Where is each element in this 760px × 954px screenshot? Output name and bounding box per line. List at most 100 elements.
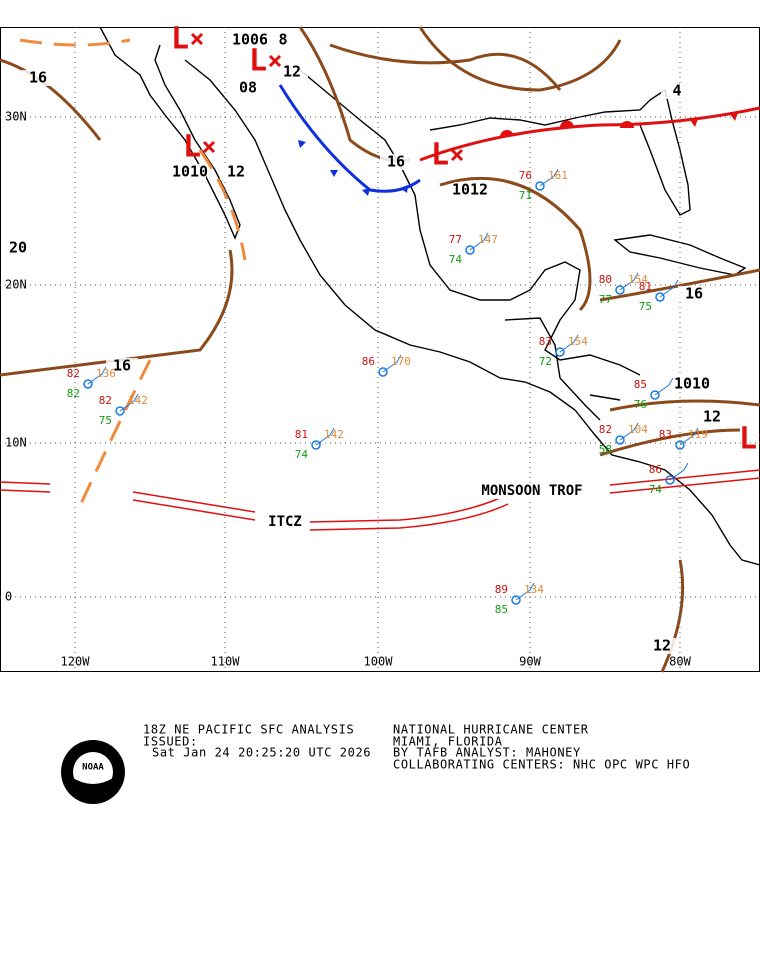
- low-x: [202, 140, 216, 154]
- coastline: [429, 88, 691, 216]
- isobar-label-bg: [646, 638, 678, 654]
- footer-title: 18Z NE PACIFIC SFC ANALYSIS: [143, 723, 354, 737]
- station-p: 154: [568, 335, 588, 348]
- station-d: 72: [539, 355, 552, 368]
- station: [83, 379, 93, 389]
- station-t: 83: [659, 428, 672, 441]
- wind-barb: [539, 168, 559, 187]
- trough: [76, 359, 152, 511]
- trough: [19, 38, 131, 47]
- isobar-label: 1012: [452, 181, 488, 199]
- station-d: 58: [599, 443, 612, 456]
- station-t: 86: [362, 355, 375, 368]
- isobar-label: 1010: [674, 375, 710, 393]
- isobar-label: 1010: [172, 163, 208, 181]
- isobar-label-bg: [661, 83, 693, 99]
- coastline: [504, 317, 621, 421]
- station-d: 75: [99, 414, 112, 427]
- isobar-label: 08: [239, 79, 257, 97]
- noaa-logo: NOAA: [61, 740, 125, 804]
- station-t: 82: [67, 367, 80, 380]
- station-p: 170: [391, 355, 411, 368]
- station: [615, 435, 625, 445]
- isobar-label: 12: [283, 63, 301, 81]
- map-frame: [0, 27, 760, 672]
- station-d: 76: [634, 398, 647, 411]
- wind-barb: [315, 427, 335, 446]
- coastline: [299, 69, 641, 376]
- isobar: [0, 58, 102, 141]
- isobar-label-bg: [696, 409, 728, 425]
- isobar: [599, 268, 760, 302]
- station-t: 77: [449, 233, 462, 246]
- isobar-label: 8: [278, 31, 287, 49]
- isobar-label-bg: [2, 240, 34, 256]
- station: [535, 181, 545, 191]
- isobar-label-bg: [676, 376, 708, 392]
- wind-barb: [669, 462, 689, 481]
- isobar: [609, 399, 760, 412]
- logo-wave: [73, 778, 113, 795]
- lat-label: 30N: [5, 110, 27, 124]
- map: [0, 26, 760, 673]
- wind-barb: [559, 334, 579, 353]
- wind-barb: [515, 582, 535, 601]
- feature-label: ITCZ: [268, 514, 302, 530]
- isobar-label-bg: [234, 32, 266, 48]
- isobar: [660, 559, 685, 673]
- station-t: 81: [639, 280, 652, 293]
- station: [115, 406, 125, 416]
- station: [378, 367, 388, 377]
- isobar-label: 16: [113, 357, 131, 375]
- station: [311, 440, 321, 450]
- station-p: 154: [628, 273, 648, 286]
- lon-label: 120W: [61, 655, 91, 669]
- station-t: 83: [539, 335, 552, 348]
- low-center: L: [739, 422, 757, 457]
- lat-label: 20N: [5, 278, 27, 292]
- lon-label: 80W: [669, 655, 691, 669]
- station-d: 82: [67, 387, 80, 400]
- low-center: L: [249, 44, 267, 79]
- station: [675, 440, 685, 450]
- station-d: 77: [599, 293, 612, 306]
- wind-barb: [119, 393, 139, 412]
- footer-collab: COLLABORATING CENTERS: NHC OPC WPC HFO: [393, 758, 690, 772]
- isobar: [0, 249, 234, 377]
- station: [465, 245, 475, 255]
- station-t: 81: [295, 428, 308, 441]
- isobar-label-bg: [678, 286, 710, 302]
- coastline: [613, 234, 747, 276]
- low-x: [450, 148, 464, 162]
- station-p: 136: [96, 367, 116, 380]
- isobar-label: 16: [387, 153, 405, 171]
- station-d: 75: [639, 300, 652, 313]
- isobar-label-bg: [380, 154, 412, 170]
- isobar-label-bg: [267, 32, 299, 48]
- lat-label: 0: [5, 590, 12, 604]
- isobar-label-bg: [232, 80, 264, 96]
- isobar-label: 12: [653, 637, 671, 655]
- isobar-label: 20: [9, 239, 27, 257]
- stationary-front: [419, 106, 760, 162]
- isobar-label-bg: [276, 64, 308, 80]
- station-t: 86: [649, 463, 662, 476]
- station-p: 161: [548, 169, 568, 182]
- wind-barb: [469, 232, 489, 251]
- low-center: L: [431, 138, 449, 173]
- station-p: 119: [688, 428, 708, 441]
- wind-barb: [679, 427, 699, 446]
- station-t: 89: [495, 583, 508, 596]
- station-t: 82: [599, 423, 612, 436]
- low-center: L: [171, 22, 189, 57]
- wind-barb: [87, 366, 107, 385]
- lon-label: 100W: [364, 655, 394, 669]
- isobar-label: 16: [685, 285, 703, 303]
- wind-barb: [654, 377, 674, 396]
- logo-text: NOAA: [82, 763, 104, 773]
- station-p: 104: [628, 423, 648, 436]
- lon-label: 90W: [519, 655, 541, 669]
- station-p: 142: [128, 394, 148, 407]
- itcz: [0, 469, 760, 531]
